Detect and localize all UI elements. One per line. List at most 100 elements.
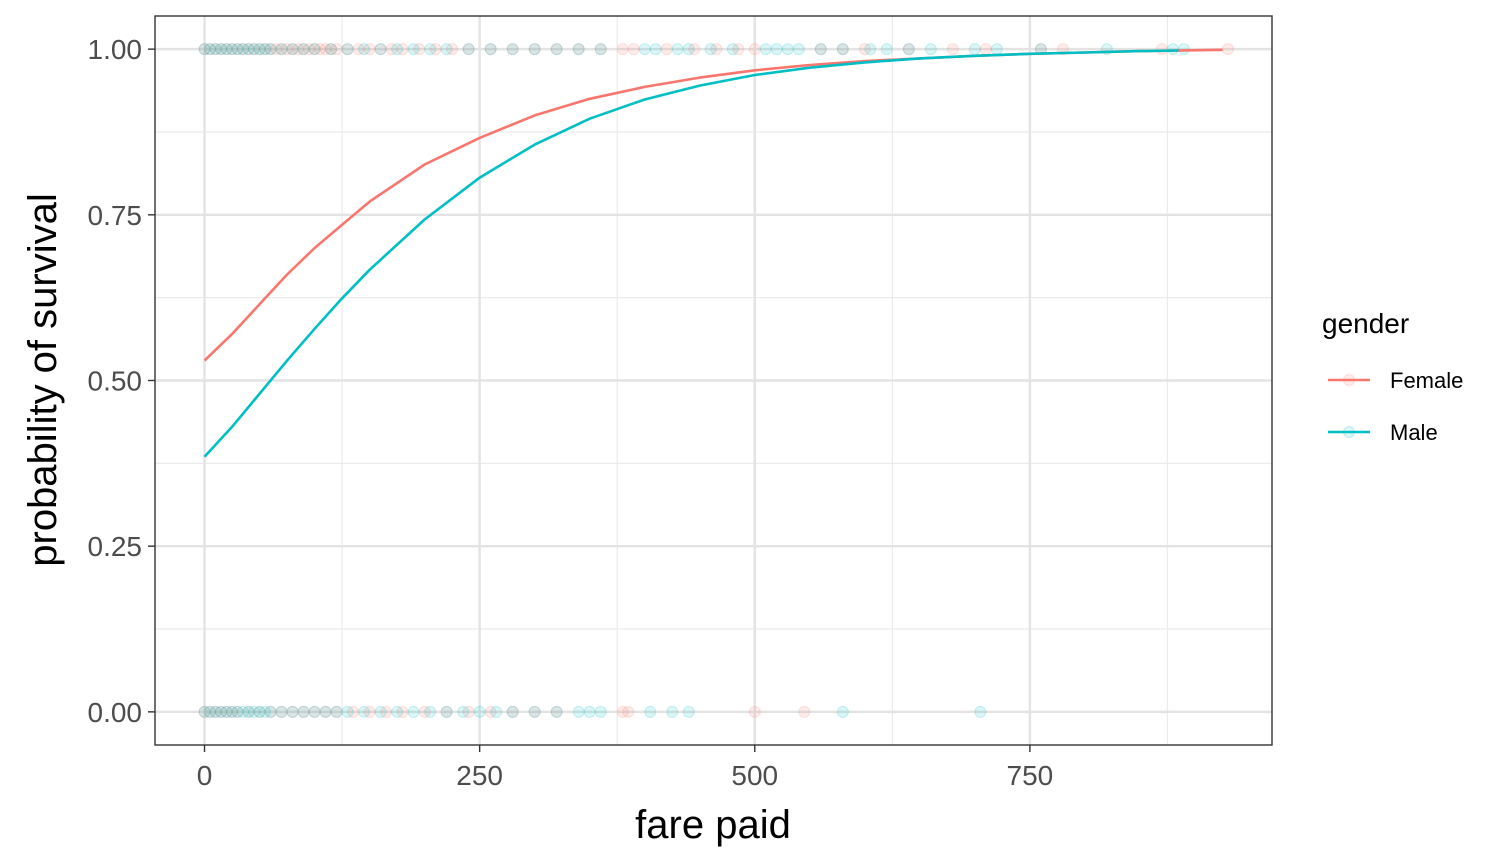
data-point: [798, 705, 811, 718]
data-point: [974, 705, 987, 718]
data-point: [297, 43, 310, 56]
data-point: [528, 43, 541, 56]
data-point: [638, 43, 651, 56]
data-point: [528, 705, 541, 718]
data-point: [198, 43, 211, 56]
data-point: [237, 705, 250, 718]
data-point: [413, 43, 426, 56]
data-point: [440, 705, 453, 718]
data-point: [209, 43, 222, 56]
data-point: [446, 43, 459, 56]
data-point: [341, 43, 354, 56]
data-point: [281, 43, 294, 56]
data-point: [688, 43, 701, 56]
data-point: [644, 705, 657, 718]
data-point: [308, 705, 321, 718]
data-point: [275, 705, 288, 718]
data-point: [814, 43, 827, 56]
data-point: [528, 705, 541, 718]
data-point: [253, 43, 266, 56]
data-point: [732, 43, 745, 56]
data-point: [616, 705, 629, 718]
data-point: [814, 43, 827, 56]
data-point: [836, 43, 849, 56]
data-point: [864, 43, 877, 56]
data-points: [198, 43, 1234, 718]
legend: gender Female Male: [1322, 308, 1463, 445]
data-point: [836, 43, 849, 56]
x-tick-label: 0: [197, 760, 213, 791]
data-point: [594, 705, 607, 718]
data-point: [363, 43, 376, 56]
data-point: [248, 705, 261, 718]
axis-tick-labels: 0 250 500 750 0.00 0.25 0.50 0.75 1.00: [88, 34, 1054, 791]
data-point: [253, 43, 266, 56]
data-point: [242, 705, 255, 718]
data-point: [270, 43, 283, 56]
data-point: [209, 43, 222, 56]
data-point: [462, 43, 475, 56]
data-point: [924, 43, 937, 56]
data-point: [484, 43, 497, 56]
data-point: [429, 43, 442, 56]
data-point: [215, 705, 228, 718]
data-point: [303, 43, 316, 56]
data-point: [506, 43, 519, 56]
data-point: [726, 43, 739, 56]
data-point: [858, 43, 871, 56]
data-point: [248, 43, 261, 56]
data-point: [792, 43, 805, 56]
data-point: [308, 43, 321, 56]
data-point: [226, 705, 239, 718]
data-point: [220, 43, 233, 56]
data-point: [264, 43, 277, 56]
data-point: [237, 43, 250, 56]
data-point: [308, 43, 321, 56]
data-point: [748, 705, 761, 718]
data-point: [682, 705, 695, 718]
legend-keys: Female Male: [1328, 368, 1463, 445]
data-point: [264, 705, 277, 718]
data-point: [440, 705, 453, 718]
data-point: [594, 43, 607, 56]
data-point: [374, 43, 387, 56]
data-point: [226, 43, 239, 56]
data-point: [660, 43, 673, 56]
data-point: [330, 43, 343, 56]
data-point: [484, 705, 497, 718]
data-point: [341, 705, 354, 718]
data-point: [297, 705, 310, 718]
y-tick-label: 1.00: [88, 34, 143, 65]
data-point: [220, 705, 233, 718]
data-point: [622, 705, 635, 718]
data-point: [880, 43, 893, 56]
data-point: [264, 705, 277, 718]
data-point: [209, 705, 222, 718]
data-point: [1155, 43, 1168, 56]
data-point: [209, 705, 222, 718]
data-point: [358, 705, 371, 718]
axis-ticks: [148, 48, 1031, 752]
data-point: [231, 705, 244, 718]
data-point: [275, 43, 288, 56]
data-point: [407, 43, 420, 56]
data-point: [572, 705, 585, 718]
data-point: [374, 705, 387, 718]
data-point: [297, 705, 310, 718]
data-point: [759, 43, 772, 56]
x-tick-label: 250: [456, 760, 503, 791]
data-point: [198, 705, 211, 718]
data-point: [462, 43, 475, 56]
data-point: [528, 43, 541, 56]
data-point: [710, 43, 723, 56]
data-point: [330, 705, 343, 718]
data-point: [418, 705, 431, 718]
data-point: [748, 43, 761, 56]
series-line: [203, 49, 1179, 458]
x-tick-label: 750: [1007, 760, 1054, 791]
y-tick-label: 0.75: [88, 200, 143, 231]
data-point: [374, 43, 387, 56]
data-point: [506, 43, 519, 56]
data-point: [484, 43, 497, 56]
